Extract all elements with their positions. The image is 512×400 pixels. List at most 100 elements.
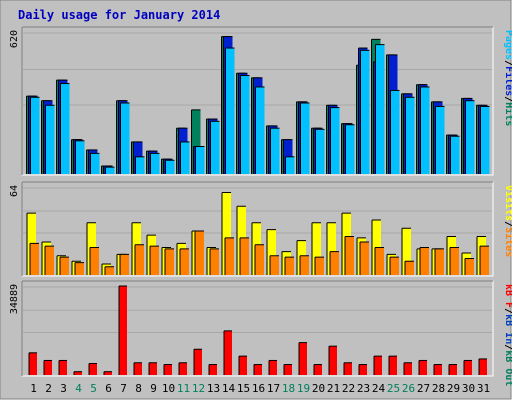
bar-visits bbox=[222, 192, 231, 275]
bar-sites bbox=[375, 247, 384, 275]
bar-kb-f bbox=[74, 371, 82, 375]
bar-sites bbox=[345, 236, 354, 275]
bar-pages bbox=[330, 107, 340, 174]
bar-kb-f bbox=[464, 360, 472, 375]
x-tick-label: 19 bbox=[297, 382, 310, 395]
bar-pages bbox=[135, 156, 145, 174]
bar-pages bbox=[60, 83, 70, 174]
bar-pages bbox=[150, 153, 160, 174]
x-tick-label: 15 bbox=[237, 382, 250, 395]
bar-pages bbox=[165, 160, 175, 174]
x-tick-label: 9 bbox=[150, 382, 157, 395]
legend: Visits/Sites bbox=[503, 185, 512, 257]
panel-border bbox=[21, 280, 494, 377]
bar-sites bbox=[360, 242, 369, 275]
bar-sites bbox=[150, 246, 159, 275]
x-tick-label: 20 bbox=[312, 382, 325, 395]
bar-pages bbox=[405, 97, 415, 174]
bar-kb-f bbox=[134, 362, 142, 375]
bar-sites bbox=[240, 237, 249, 275]
bar-sites bbox=[480, 246, 489, 275]
bar-sites bbox=[165, 248, 174, 275]
bar-sites bbox=[195, 231, 204, 275]
bar-kb-f bbox=[314, 364, 322, 375]
bar-pages bbox=[450, 136, 460, 174]
bar-sites bbox=[60, 257, 69, 275]
x-tick-label: 1 bbox=[30, 382, 37, 395]
x-tick-label: 18 bbox=[282, 382, 295, 395]
bar-pages bbox=[390, 90, 400, 174]
x-tick-label: 31 bbox=[477, 382, 490, 395]
x-tick-label: 26 bbox=[402, 382, 415, 395]
bar-kb-f bbox=[209, 364, 217, 375]
bar-kb-f bbox=[344, 362, 352, 375]
y-max-label: 34889 bbox=[9, 284, 20, 314]
bar-pages bbox=[240, 75, 250, 174]
bar-kb-f bbox=[29, 352, 37, 375]
bar-sites bbox=[435, 248, 444, 275]
x-tick-label: 23 bbox=[357, 382, 370, 395]
bar-kb-f bbox=[239, 356, 247, 375]
x-tick-label: 2 bbox=[45, 382, 52, 395]
legend-item: kB F bbox=[503, 284, 512, 308]
legend-item: / bbox=[503, 308, 512, 314]
x-tick-label: 13 bbox=[207, 382, 220, 395]
bar-hits bbox=[191, 109, 201, 174]
bar-pages bbox=[420, 86, 430, 174]
bar-sites bbox=[300, 255, 309, 275]
x-tick-label: 7 bbox=[120, 382, 127, 395]
x-tick-label: 11 bbox=[177, 382, 190, 395]
x-tick-label: 29 bbox=[447, 382, 460, 395]
y-max-label: 64 bbox=[9, 185, 20, 197]
bar-sites bbox=[210, 248, 219, 275]
bar-pages bbox=[225, 48, 235, 174]
bar-visits bbox=[267, 229, 276, 275]
bar-sites bbox=[105, 266, 114, 275]
bar-kb-f bbox=[104, 371, 112, 375]
bar-pages bbox=[120, 103, 130, 174]
bar-kb-f bbox=[179, 362, 187, 375]
bar-kb-f bbox=[389, 356, 397, 375]
bar-kb-f bbox=[479, 358, 487, 375]
bar-sites bbox=[315, 257, 324, 275]
bar-pages bbox=[315, 129, 325, 174]
bar-pages bbox=[435, 106, 445, 174]
bar-kb-f bbox=[269, 360, 277, 375]
bar-pages bbox=[180, 141, 190, 174]
x-tick-label: 30 bbox=[462, 382, 475, 395]
bar-pages bbox=[285, 156, 295, 174]
bar-pages bbox=[195, 146, 205, 174]
chart-title: Daily usage for January 2014 bbox=[18, 8, 220, 22]
bar-pages bbox=[270, 128, 280, 174]
x-tick-label: 25 bbox=[387, 382, 400, 395]
bar-kb-f bbox=[374, 356, 382, 375]
legend-item: kB Out bbox=[503, 350, 512, 386]
legend-item: Pages bbox=[503, 30, 512, 60]
x-tick-label: 6 bbox=[105, 382, 112, 395]
bar-sites bbox=[420, 247, 429, 275]
bar-sites bbox=[45, 246, 54, 275]
x-tick-label: 8 bbox=[135, 382, 142, 395]
bar-kb-f bbox=[164, 364, 172, 375]
legend-item: / bbox=[503, 96, 512, 102]
x-axis-labels: 1 2 3 4 5 6 7 8 9 10 11 12 13 14 15 16 17 18 19 20 21 22 23 24 2… bbox=[30, 382, 490, 395]
bar-pages bbox=[465, 100, 475, 174]
legend: kB F/kB In/kB Out bbox=[503, 284, 512, 386]
bar-sites bbox=[285, 257, 294, 275]
bar-pages bbox=[300, 103, 310, 174]
bar-sites bbox=[135, 244, 144, 275]
x-tick-label: 16 bbox=[252, 382, 265, 395]
bar-sites bbox=[255, 244, 264, 275]
chart-panels: 620Pages/Files/Hits64Visits/Sites34889kB… bbox=[9, 26, 512, 386]
bar-kb-f bbox=[284, 364, 292, 375]
x-tick-label: 14 bbox=[222, 382, 236, 395]
bar-pages bbox=[480, 106, 490, 174]
panel-visits-sites: 64 Visits/Sites bbox=[9, 181, 512, 277]
bar-sites bbox=[390, 257, 399, 275]
legend-item: Visits bbox=[503, 185, 512, 221]
bar-kb-f bbox=[89, 363, 97, 375]
x-tick-label: 17 bbox=[267, 382, 280, 395]
bar-sites bbox=[30, 243, 39, 275]
bar-sites bbox=[405, 261, 414, 275]
legend-item: kB In bbox=[503, 314, 512, 344]
